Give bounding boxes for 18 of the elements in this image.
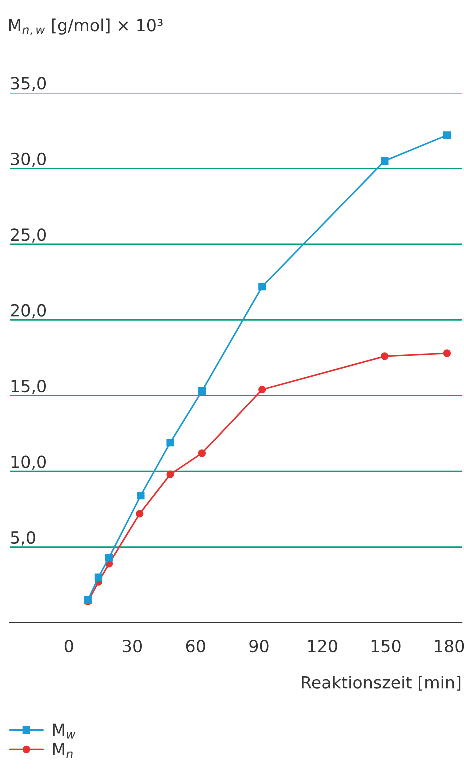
y-tick-label: 5,0 [11, 531, 36, 546]
y-tick-label: 15,0 [12, 380, 46, 394]
y-axis-title: M$_{n,w}$ [g/mol] × 10³ [9, 18, 163, 36]
y-tick-label: 20,0 [11, 304, 46, 319]
y-tick-label: 35,0 [11, 77, 46, 92]
x-tick-label: 0 [64, 640, 74, 653]
x-tick-label: 180 [435, 640, 464, 653]
x-tick-label: 30 [123, 640, 142, 653]
legend-label: M$_{w}$ [53, 724, 76, 739]
y-tick-label: 10,0 [12, 456, 46, 470]
y-tick-label: 25,0 [11, 228, 46, 243]
x-tick-label: 150 [372, 640, 401, 653]
x-tick-label: 90 [250, 640, 269, 653]
x-tick-label: 120 [308, 640, 338, 653]
y-tick-label: 30,0 [11, 152, 46, 168]
legend-label: M$_{n}$ [53, 743, 73, 758]
x-axis-title: Reaktionszeit [min] [302, 676, 461, 691]
x-tick-label: 60 [186, 640, 206, 653]
